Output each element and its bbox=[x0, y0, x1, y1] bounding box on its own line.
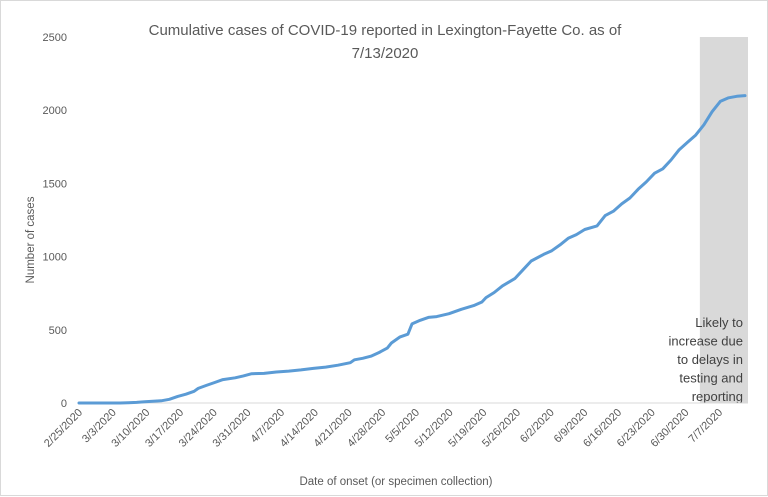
annotation-line: Likely to bbox=[695, 315, 743, 330]
y-tick-label: 1000 bbox=[43, 252, 67, 264]
x-axis-title: Date of onset (or specimen collection) bbox=[299, 476, 492, 488]
annotation-line: increase due bbox=[669, 334, 743, 349]
y-tick-label: 2000 bbox=[43, 105, 67, 117]
x-tick-label: 2/25/2020 bbox=[42, 407, 85, 450]
y-tick-label: 500 bbox=[49, 325, 67, 337]
y-tick-label: 1500 bbox=[43, 178, 67, 190]
pending-reporting-annotation: Likely to increase due to delays in testing… bbox=[669, 315, 743, 404]
chart-title-line-1: Cumulative cases of COVID-19 reported in… bbox=[149, 22, 623, 39]
chart-title-line-2: 7/13/2020 bbox=[352, 45, 419, 62]
y-axis-title: Number of cases bbox=[25, 196, 37, 283]
series-line-cumulative-cases bbox=[77, 94, 747, 405]
x-tick-label: 7/7/2020 bbox=[686, 407, 725, 446]
pending-reporting-region bbox=[699, 37, 748, 403]
annotation-line: reporting bbox=[692, 389, 743, 404]
y-axis-ticks: 0 500 1000 1500 2000 2500 bbox=[43, 32, 67, 410]
x-axis-ticks: 2/25/20203/3/20203/10/20203/17/20203/24/… bbox=[42, 407, 725, 450]
annotation-line: to delays in bbox=[677, 352, 743, 367]
x-tick-label: 6/2/2020 bbox=[518, 407, 557, 446]
y-tick-label: 0 bbox=[61, 398, 67, 410]
annotation-line: testing and bbox=[679, 371, 743, 386]
y-tick-label: 2500 bbox=[43, 32, 67, 44]
